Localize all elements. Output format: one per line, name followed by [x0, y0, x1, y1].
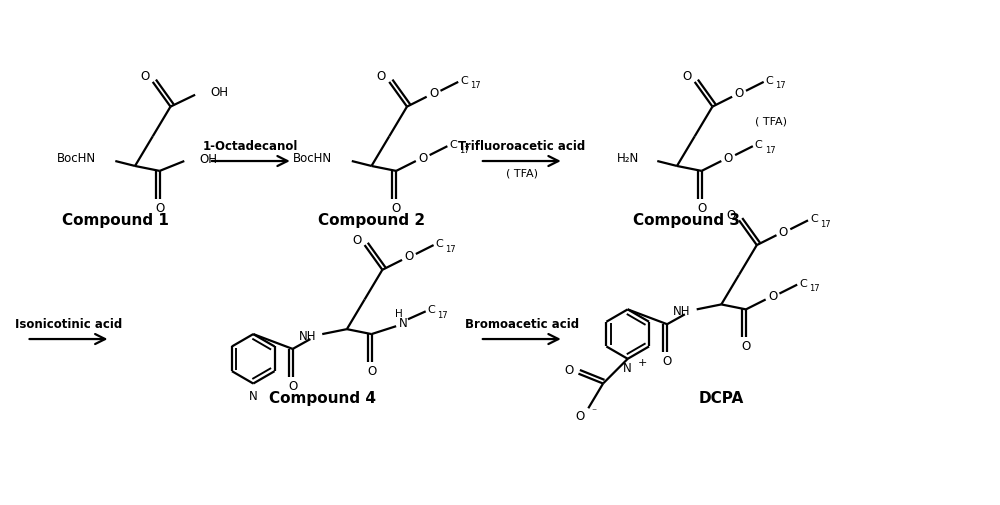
Text: O: O: [392, 202, 401, 215]
Text: C: C: [428, 306, 435, 315]
Text: C: C: [810, 214, 818, 224]
Text: 17: 17: [809, 284, 820, 293]
Text: OH: OH: [210, 86, 228, 99]
Text: 17: 17: [776, 81, 786, 90]
Text: ( TFA): ( TFA): [755, 117, 787, 126]
Text: O: O: [288, 380, 297, 393]
Text: O: O: [418, 152, 427, 165]
Text: O: O: [140, 71, 149, 83]
Text: BocHN: BocHN: [293, 152, 332, 165]
Text: +: +: [638, 358, 647, 368]
Text: 1-Octadecanol: 1-Octadecanol: [203, 140, 298, 153]
Text: C: C: [436, 239, 443, 249]
Text: O: O: [155, 202, 164, 215]
Text: O: O: [352, 234, 361, 246]
Text: N: N: [249, 390, 258, 403]
Text: BocHN: BocHN: [56, 152, 96, 165]
Text: Compound 2: Compound 2: [318, 213, 425, 228]
Text: O: O: [429, 87, 438, 100]
Text: OH: OH: [199, 153, 217, 166]
Text: DCPA: DCPA: [699, 391, 744, 406]
Text: O: O: [727, 209, 736, 222]
Text: C: C: [799, 279, 807, 289]
Text: N: N: [399, 317, 408, 330]
Text: 17: 17: [820, 220, 830, 229]
Text: C: C: [449, 140, 457, 150]
Text: O: O: [697, 202, 706, 215]
Text: Compound 4: Compound 4: [269, 391, 376, 406]
Text: Compound 3: Compound 3: [633, 213, 740, 228]
Text: O: O: [779, 226, 788, 239]
Text: Isonicotinic acid: Isonicotinic acid: [15, 318, 122, 331]
Text: O: O: [662, 356, 672, 368]
Text: 17: 17: [765, 145, 775, 155]
Text: C: C: [460, 76, 468, 86]
Text: O: O: [367, 365, 376, 378]
Text: 17: 17: [470, 81, 481, 90]
Text: Compound 1: Compound 1: [62, 213, 169, 228]
Text: NH: NH: [299, 330, 316, 342]
Text: O: O: [724, 152, 733, 165]
Text: C: C: [755, 140, 763, 150]
Text: C: C: [766, 76, 773, 86]
Text: O: O: [377, 71, 386, 83]
Text: 17: 17: [445, 244, 456, 254]
Text: Bromoacetic acid: Bromoacetic acid: [465, 318, 579, 331]
Text: O: O: [682, 71, 691, 83]
Text: H: H: [395, 309, 403, 319]
Text: Trifluoroacetic acid: Trifluoroacetic acid: [458, 140, 585, 153]
Text: NH: NH: [673, 305, 691, 318]
Text: O: O: [576, 410, 585, 423]
Text: O: O: [768, 290, 777, 303]
Text: O: O: [404, 250, 414, 264]
Text: N: N: [623, 362, 632, 375]
Text: 17: 17: [438, 311, 448, 320]
Text: ( TFA): ( TFA): [506, 169, 538, 179]
Text: ⁻: ⁻: [591, 407, 596, 417]
Text: 17: 17: [459, 145, 470, 155]
Text: O: O: [564, 364, 573, 377]
Text: O: O: [741, 340, 751, 353]
Text: O: O: [734, 87, 744, 100]
Text: H₂N: H₂N: [617, 152, 640, 165]
